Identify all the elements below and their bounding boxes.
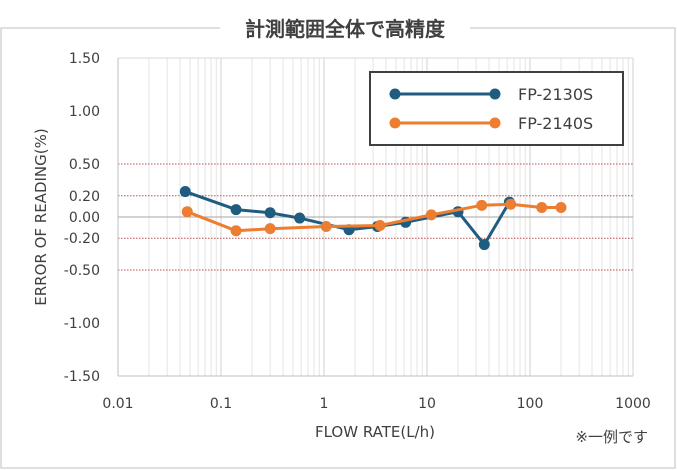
y-tick-label: 0.20 [69,189,100,205]
legend-marker-fp2140s [389,117,401,129]
data-point [478,239,490,251]
data-point [179,186,191,198]
data-point [294,212,306,224]
data-point [230,204,242,216]
x-tick-label: 100 [517,396,544,412]
chart-title: 計測範囲全体で高精度 [245,17,446,41]
x-axis-title: FLOW RATE(L/h) [315,423,435,441]
y-tick-label: 0.00 [69,210,100,226]
x-tick-label: 10 [418,396,436,412]
y-tick-label: -0.20 [64,231,100,247]
data-point [264,207,276,219]
y-tick-label: -0.50 [64,263,100,279]
y-tick-label: -1.00 [64,316,100,332]
y-axis-title: ERROR OF READING(%) [32,128,50,305]
x-tick-label: 1000 [615,396,651,412]
data-point [264,223,276,235]
series-line [186,202,561,233]
series-line [184,190,511,247]
data-point [230,225,242,237]
data-point [476,199,488,211]
tick-labels: 1.50 1.00 0.50 0.20 0.00 -0.20 -0.50 -1.00 -1.50… [64,51,651,412]
data-point [536,201,548,213]
data-point [505,198,517,210]
y-tick-label: 1.00 [69,104,100,120]
legend-box [369,71,624,146]
data-point [181,206,193,218]
legend-marker-fp2130s [389,88,401,100]
legend-label-fp2140s: FP-2140S [518,114,593,133]
y-tick-label: 0.50 [69,157,100,173]
x-tick-label: 0.1 [210,396,232,412]
title-background [220,10,470,44]
y-tick-label: 1.50 [69,51,100,67]
x-tick-label: 0.01 [102,396,133,412]
note-text: ※一例です [575,428,648,446]
y-tick-label: -1.50 [64,369,100,385]
reference-lines [118,163,633,271]
series-fp-2140s [181,198,567,237]
legend: FP-2130S FP-2140S [369,71,624,146]
legend-marker-fp2140s-end [489,117,501,129]
data-point [425,209,437,221]
data-point [374,219,386,231]
legend-label-fp2130s: FP-2130S [518,85,593,104]
x-tick-label: 1 [320,396,329,412]
data-point [555,201,567,213]
series [179,186,567,251]
legend-marker-fp2130s-end [489,88,501,100]
data-point [320,221,332,233]
